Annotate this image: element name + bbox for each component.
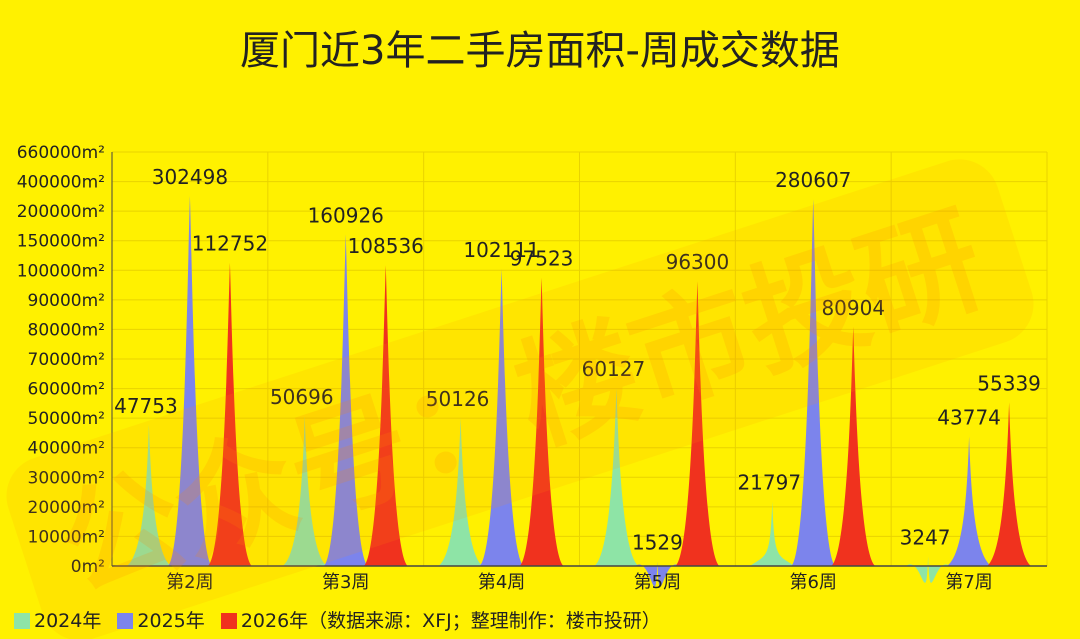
x-tick-label: 第2周 bbox=[166, 572, 213, 593]
data-label: 3247 bbox=[900, 525, 951, 549]
peak-2024年-第7周 bbox=[906, 556, 951, 583]
data-labels: 47753 302498 112752 50696 160926 108536 50126 1… bbox=[114, 165, 1041, 554]
legend-label-2024: 2024年 bbox=[34, 610, 102, 632]
y-tick-label: 90000m² bbox=[28, 291, 105, 311]
peak-2026年-第3周 bbox=[363, 265, 408, 566]
y-tick-label: 10000m² bbox=[28, 527, 105, 547]
data-label: 47753 bbox=[114, 394, 178, 418]
y-tick-label: 60000m² bbox=[28, 380, 105, 400]
data-peaks bbox=[126, 195, 1032, 587]
x-tick-label: 第7周 bbox=[945, 572, 992, 593]
data-label: 60127 bbox=[582, 357, 646, 381]
peak-2024年-第6周 bbox=[750, 501, 795, 566]
data-label: 1529 bbox=[632, 530, 683, 554]
y-tick-label: 40000m² bbox=[28, 439, 105, 459]
data-label: 160926 bbox=[308, 203, 384, 227]
x-tick-label: 第5周 bbox=[634, 572, 681, 593]
data-label: 21797 bbox=[737, 471, 801, 495]
peak-2025年-第6周 bbox=[791, 199, 836, 566]
x-tick-label: 第6周 bbox=[790, 572, 837, 593]
data-label: 55339 bbox=[977, 371, 1041, 395]
data-label: 50696 bbox=[270, 385, 334, 409]
x-tick-label: 第3周 bbox=[322, 572, 369, 593]
x-axis-ticks: 第2周 第3周 第4周 第5周 第6周 第7周 bbox=[166, 572, 993, 593]
legend-label-2025: 2025年 bbox=[137, 610, 205, 632]
grid-lines bbox=[111, 151, 1048, 566]
chart-title: 厦门近3年二手房面积-周成交数据 bbox=[240, 28, 840, 74]
legend: 2024年 2025年 2026年（数据来源：XFJ；整理制作：楼市投研） bbox=[14, 606, 671, 633]
data-label: 112752 bbox=[192, 232, 268, 256]
y-tick-label: 100000m² bbox=[17, 261, 105, 281]
peak-2025年-第5周 bbox=[635, 561, 680, 587]
peak-2024年-第5周 bbox=[594, 388, 639, 566]
data-label: 102111 bbox=[463, 238, 539, 262]
data-label: 108536 bbox=[348, 234, 424, 258]
peak-2026年-第7周 bbox=[987, 402, 1032, 566]
y-axis-ticks: 0m² 10000m² 20000m² 30000m² 40000m² 50000m² 60… bbox=[17, 143, 105, 577]
peak-2024年-第3周 bbox=[282, 416, 327, 566]
legend-swatch-2024 bbox=[14, 613, 30, 629]
y-tick-label: 660000m² bbox=[17, 143, 105, 163]
data-label: 50126 bbox=[426, 387, 490, 411]
y-tick-label: 50000m² bbox=[28, 409, 105, 429]
legend-note: （数据来源：XFJ；整理制作：楼市投研） bbox=[308, 610, 661, 632]
data-label: 280607 bbox=[775, 168, 851, 192]
y-tick-label: 80000m² bbox=[28, 320, 105, 340]
legend-item-2025: 2025年 bbox=[117, 606, 205, 633]
legend-label-2026: 2026年 bbox=[240, 610, 309, 632]
peak-2026年-第4周 bbox=[519, 277, 564, 566]
y-tick-label: 0m² bbox=[71, 557, 105, 577]
peak-2025年-第7周 bbox=[947, 436, 992, 566]
peak-2025年-第3周 bbox=[323, 234, 368, 567]
peak-2024年-第4周 bbox=[438, 417, 483, 566]
data-label: 97523 bbox=[510, 247, 574, 271]
data-label: 302498 bbox=[152, 165, 228, 189]
x-tick-label: 第4周 bbox=[478, 572, 525, 593]
legend-item-2024: 2024年 bbox=[14, 606, 101, 633]
peak-2025年-第2周 bbox=[167, 195, 212, 566]
peak-2025年-第4周 bbox=[479, 269, 524, 566]
peak-2026年-第5周 bbox=[675, 281, 720, 566]
y-tick-label: 30000m² bbox=[28, 468, 105, 488]
legend-swatch-2026 bbox=[220, 613, 237, 629]
peak-2026年-第2周 bbox=[207, 262, 252, 566]
y-tick-label: 200000m² bbox=[17, 202, 105, 222]
y-tick-label: 150000m² bbox=[17, 232, 105, 252]
data-label: 96300 bbox=[666, 250, 730, 274]
y-tick-label: 20000m² bbox=[28, 498, 105, 518]
y-tick-label: 70000m² bbox=[28, 350, 105, 370]
y-tick-label: 400000m² bbox=[17, 173, 105, 193]
data-label: 80904 bbox=[821, 296, 885, 320]
peak-2026年-第6周 bbox=[831, 326, 876, 566]
legend-swatch-2025 bbox=[117, 613, 134, 629]
legend-item-2026: 2026年（数据来源：XFJ；整理制作：楼市投研） bbox=[220, 606, 661, 633]
data-label: 43774 bbox=[937, 406, 1001, 430]
peak-2024年-第2周 bbox=[126, 424, 171, 566]
